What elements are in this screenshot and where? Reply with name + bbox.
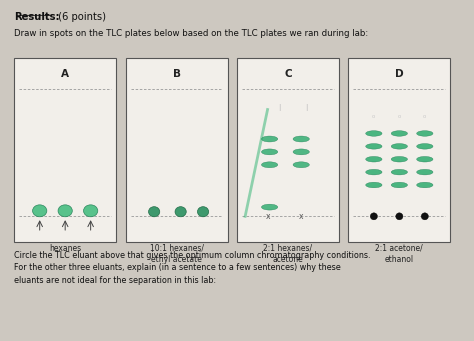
Text: x: x xyxy=(299,212,303,221)
Ellipse shape xyxy=(370,213,377,220)
Ellipse shape xyxy=(391,144,408,149)
Text: 2:1 hexanes/
acetone: 2:1 hexanes/ acetone xyxy=(264,244,312,264)
Text: 10:1 hexanes/
ethyl acetate: 10:1 hexanes/ ethyl acetate xyxy=(150,244,203,264)
Ellipse shape xyxy=(175,207,186,217)
Ellipse shape xyxy=(198,207,209,217)
Ellipse shape xyxy=(262,136,278,142)
Text: B: B xyxy=(173,69,181,79)
Ellipse shape xyxy=(391,169,408,175)
Ellipse shape xyxy=(391,131,408,136)
Ellipse shape xyxy=(417,131,433,136)
Ellipse shape xyxy=(421,213,428,220)
Ellipse shape xyxy=(366,169,382,175)
Bar xyxy=(14,58,116,242)
Ellipse shape xyxy=(148,207,160,217)
Ellipse shape xyxy=(417,169,433,175)
Ellipse shape xyxy=(262,149,278,155)
Text: C: C xyxy=(284,69,292,79)
Ellipse shape xyxy=(293,149,310,155)
Ellipse shape xyxy=(366,182,382,188)
Ellipse shape xyxy=(366,131,382,136)
Text: A: A xyxy=(61,69,69,79)
Ellipse shape xyxy=(262,204,278,210)
Text: o: o xyxy=(372,114,375,119)
Text: hexanes: hexanes xyxy=(49,244,81,253)
Text: (6 points): (6 points) xyxy=(55,12,106,22)
Text: o: o xyxy=(423,114,427,119)
Bar xyxy=(237,58,339,242)
Ellipse shape xyxy=(58,205,73,217)
Text: |: | xyxy=(279,104,281,111)
Ellipse shape xyxy=(293,162,310,168)
Ellipse shape xyxy=(417,182,433,188)
Ellipse shape xyxy=(417,157,433,162)
Ellipse shape xyxy=(262,162,278,168)
Ellipse shape xyxy=(33,205,47,217)
Ellipse shape xyxy=(366,144,382,149)
Ellipse shape xyxy=(391,157,408,162)
Ellipse shape xyxy=(83,205,98,217)
Ellipse shape xyxy=(391,182,408,188)
Bar xyxy=(126,58,228,242)
Bar xyxy=(348,58,450,242)
Text: Circle the TLC eluant above that gives the optimum column chromatography conditi: Circle the TLC eluant above that gives t… xyxy=(14,251,371,285)
Text: 2:1 acetone/
ethanol: 2:1 acetone/ ethanol xyxy=(375,244,423,264)
Ellipse shape xyxy=(293,136,310,142)
Text: D: D xyxy=(395,69,404,79)
Text: Results:: Results: xyxy=(14,12,60,22)
Text: Draw in spots on the TLC plates below based on the TLC plates we ran during lab:: Draw in spots on the TLC plates below ba… xyxy=(14,29,368,38)
Ellipse shape xyxy=(396,213,403,220)
Text: |: | xyxy=(305,104,308,111)
Text: o: o xyxy=(398,114,401,119)
Ellipse shape xyxy=(366,157,382,162)
Ellipse shape xyxy=(417,144,433,149)
Text: x: x xyxy=(265,212,270,221)
